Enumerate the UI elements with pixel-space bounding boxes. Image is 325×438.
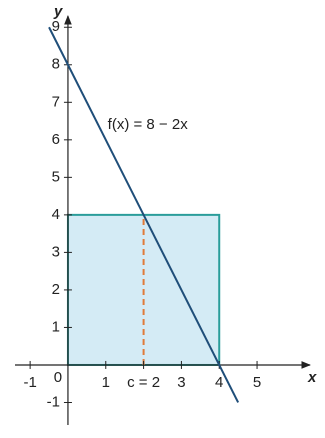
y-axis-label: y (53, 3, 63, 20)
y-tick-label: 2 (52, 281, 60, 298)
function-line (48, 26, 240, 403)
y-tick-label: 3 (52, 243, 60, 260)
x-tick-label: 5 (253, 374, 261, 391)
y-tick-label: -1 (47, 393, 60, 410)
x-tick-label: 3 (177, 374, 185, 391)
y-tick-label: 6 (52, 131, 60, 148)
x-tick-label: 1 (102, 374, 110, 391)
y-tick-label: 8 (52, 56, 60, 73)
x-tick-label: 4 (215, 374, 223, 391)
x-axis-label: x (307, 369, 317, 386)
y-tick-label: 1 (52, 318, 60, 335)
y-tick-label: 7 (52, 93, 60, 110)
x-tick-label: -1 (23, 374, 36, 391)
origin-label: 0 (54, 369, 62, 386)
marker-label: c = 2 (127, 374, 160, 391)
y-tick-label: 4 (52, 206, 60, 223)
y-tick-label: 9 (52, 18, 60, 35)
function-label: f(x) = 8 − 2x (108, 116, 189, 133)
y-tick-label: 5 (52, 168, 60, 185)
